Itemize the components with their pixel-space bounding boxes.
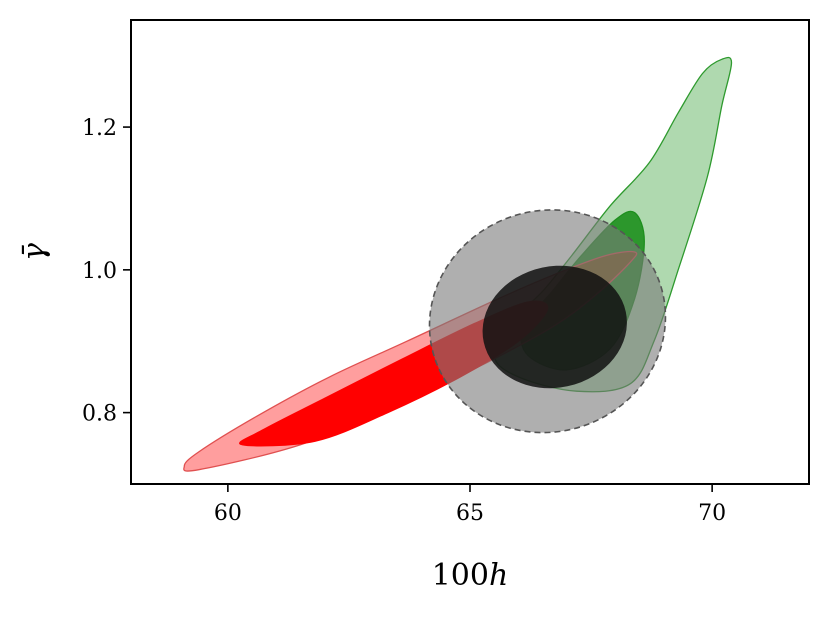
y-axis: 0.8 1.0 1.2 — [82, 116, 131, 427]
x-axis-label-variable: h — [489, 558, 508, 593]
y-tick-label: 1.0 — [82, 259, 117, 284]
contour-inner-5 — [482, 265, 627, 389]
y-tick-label: 0.8 — [82, 402, 117, 427]
x-axis-label-prefix: 100 — [432, 558, 489, 593]
x-axis: 60 65 70 — [214, 484, 726, 526]
x-axis-label: 100h — [432, 558, 509, 593]
contour-layer — [183, 56, 733, 472]
y-tick-label: 1.2 — [82, 116, 117, 141]
y-axis-label: γ̄ — [17, 243, 52, 261]
x-tick-label: 70 — [698, 501, 726, 526]
x-tick-label: 65 — [456, 501, 484, 526]
x-tick-label: 60 — [214, 501, 242, 526]
